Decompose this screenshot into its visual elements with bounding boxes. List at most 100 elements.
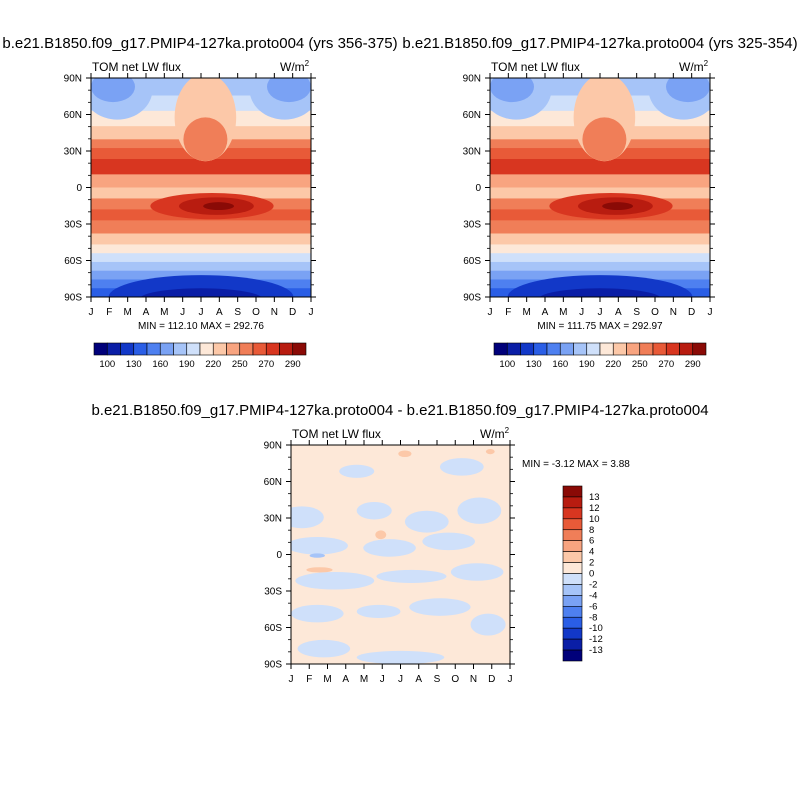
y-tick-label: 90S	[463, 293, 481, 304]
y-tick-label: 60N	[64, 110, 82, 121]
x-tick-label: S	[434, 674, 441, 685]
colorbar-swatch	[562, 606, 583, 618]
summer-tongue-core	[582, 117, 627, 162]
diff-negative-patch	[439, 458, 484, 476]
colorbar-swatch	[562, 627, 583, 640]
colorbar-swatch	[599, 342, 614, 356]
x-tick-label: S	[234, 307, 241, 318]
colorbar-label: -10	[589, 623, 603, 634]
diff-negative-patch	[376, 569, 447, 583]
colorbar-swatch	[562, 638, 583, 651]
colorbar-swatch	[212, 342, 227, 356]
y-tick-label: 90N	[264, 441, 282, 452]
colorbar-label: 290	[685, 359, 701, 370]
x-tick-label: O	[252, 307, 260, 318]
diff-negative-patch	[422, 532, 475, 551]
panel-1-units-base: W/m	[280, 60, 305, 74]
y-tick-label: 90N	[64, 74, 82, 85]
antarctic-core	[539, 288, 661, 297]
x-tick-label: O	[651, 307, 659, 318]
colorbar-label: 4	[589, 547, 594, 558]
colorbar-swatch	[586, 342, 601, 356]
colorbar-label: -6	[589, 601, 597, 612]
diff-positive-patch	[485, 448, 495, 455]
panel-2-colorbar: 100 130 160 190 220 250 270 290	[493, 342, 707, 370]
panel-2-yticks: 90N 60N 30N 0 30S 60S 90S	[463, 74, 715, 304]
colorbar-label: 12	[589, 503, 600, 514]
diff-negative-patch	[291, 604, 344, 623]
x-tick-label: J	[508, 674, 513, 685]
x-tick-label: D	[289, 307, 296, 318]
subtropical-max-peak	[203, 202, 235, 211]
panel-1-colorbar: 100 130 160 190 220 250 270 290	[93, 342, 307, 370]
x-tick-label: F	[505, 307, 511, 318]
colorbar-label: 270	[258, 359, 274, 370]
panel-2-left-label: TOM net LW flux	[491, 60, 580, 74]
panel-3-units-sup: 2	[505, 426, 510, 435]
diff-negative-patch	[457, 497, 502, 524]
colorbar-swatch	[186, 342, 201, 356]
y-tick-label: 30S	[463, 220, 481, 231]
summer-tongue-core	[183, 117, 228, 162]
x-tick-label: A	[216, 307, 223, 318]
colorbar-swatch	[665, 342, 680, 356]
contour-band	[490, 220, 710, 234]
colorbar-label: 130	[126, 359, 142, 370]
x-tick-label: J	[89, 307, 94, 318]
colorbar-label: 270	[658, 359, 674, 370]
colorbar-swatch	[562, 616, 583, 629]
x-tick-label: N	[271, 307, 278, 318]
panel-1-field	[91, 78, 311, 297]
contour-band	[490, 159, 710, 175]
contour-band	[91, 220, 311, 234]
panel-1-left-label: TOM net LW flux	[92, 60, 181, 74]
y-tick-label: 30N	[463, 147, 481, 158]
y-tick-label: 30N	[264, 514, 282, 525]
colorbar-swatch	[562, 529, 583, 541]
colorbar-label: 6	[589, 536, 594, 547]
colorbar-swatch	[239, 342, 254, 356]
y-tick-label: 90N	[463, 74, 481, 85]
colorbar-label: -13	[589, 645, 603, 656]
panel-3-yticks: 90N 60N 30N 0 30S 60S 90S	[264, 441, 515, 671]
contour-band	[490, 233, 710, 245]
panel-2-units: W/m2	[679, 59, 709, 74]
x-tick-label: J	[199, 307, 204, 318]
colorbar-swatch	[562, 551, 583, 563]
colorbar-label: 160	[152, 359, 168, 370]
x-tick-label: A	[143, 307, 150, 318]
colorbar-swatch	[159, 342, 174, 356]
antarctic-core	[140, 288, 262, 297]
colorbar-label: 190	[579, 359, 595, 370]
panel-1-units-sup: 2	[305, 59, 310, 68]
x-tick-label: J	[309, 307, 314, 318]
panel-3-left-label: TOM net LW flux	[292, 427, 381, 441]
y-tick-label: 30N	[64, 147, 82, 158]
y-tick-label: 60N	[264, 477, 282, 488]
x-tick-label: F	[106, 307, 112, 318]
x-tick-label: J	[708, 307, 713, 318]
x-tick-label: M	[559, 307, 567, 318]
colorbar-swatch	[562, 649, 583, 662]
colorbar-swatch	[562, 595, 583, 607]
panel-1-title: b.e21.B1850.f09_g17.PMIP4-127ka.proto004…	[2, 35, 397, 52]
y-tick-label: 60N	[463, 110, 481, 121]
diff-negative-patch	[356, 604, 401, 619]
y-tick-label: 30S	[264, 587, 282, 598]
diff-negative-patch	[470, 613, 506, 636]
x-tick-label: M	[160, 307, 168, 318]
colorbar-swatch	[612, 342, 627, 356]
x-tick-label: D	[488, 674, 495, 685]
colorbar-swatch	[546, 342, 561, 356]
colorbar-label: -2	[589, 579, 597, 590]
colorbar-label: -12	[589, 634, 603, 645]
diff-negative-patch	[339, 464, 375, 478]
panel-2-units-sup: 2	[704, 59, 709, 68]
x-tick-label: A	[342, 674, 349, 685]
x-tick-label: J	[488, 307, 493, 318]
